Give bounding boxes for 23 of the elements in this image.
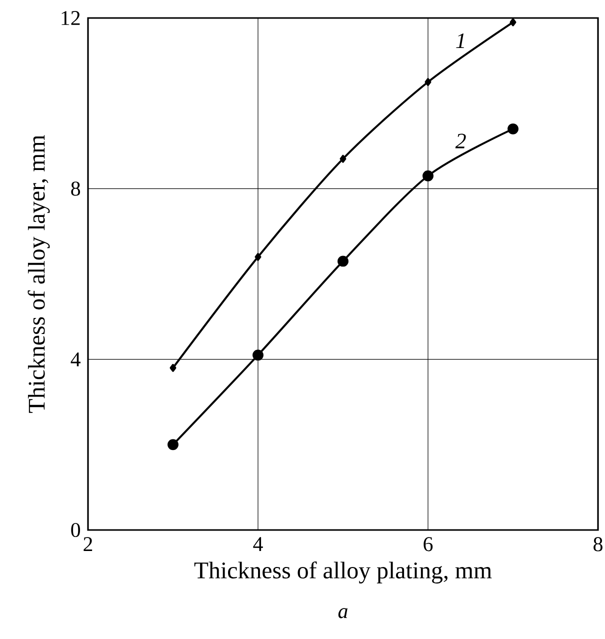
y-tick-label: 8 xyxy=(71,182,80,196)
point xyxy=(254,252,262,261)
point xyxy=(508,123,518,134)
point xyxy=(170,364,176,372)
point xyxy=(424,78,432,86)
point xyxy=(422,170,434,182)
series-label: 1 xyxy=(456,33,464,48)
y-axis-title: Thickness of alloy layer, mm xyxy=(28,135,50,413)
y-tick-label: 12 xyxy=(62,11,80,25)
point xyxy=(510,18,516,26)
point xyxy=(168,439,178,450)
series-label: 2 xyxy=(455,134,466,148)
x-axis-title: Thickness of alloy plating, mm xyxy=(194,561,492,584)
x-tick-label: 2 xyxy=(84,537,92,552)
x-tick-label: 8 xyxy=(594,537,602,552)
point xyxy=(338,256,348,267)
x-tick-label: 6 xyxy=(424,537,433,552)
text: a xyxy=(338,608,348,618)
y-tick-label: 0 xyxy=(71,522,80,538)
point xyxy=(340,154,346,163)
y-tick-label: 4 xyxy=(70,352,81,366)
point xyxy=(252,350,264,361)
x-tick-label: 4 xyxy=(253,537,263,551)
